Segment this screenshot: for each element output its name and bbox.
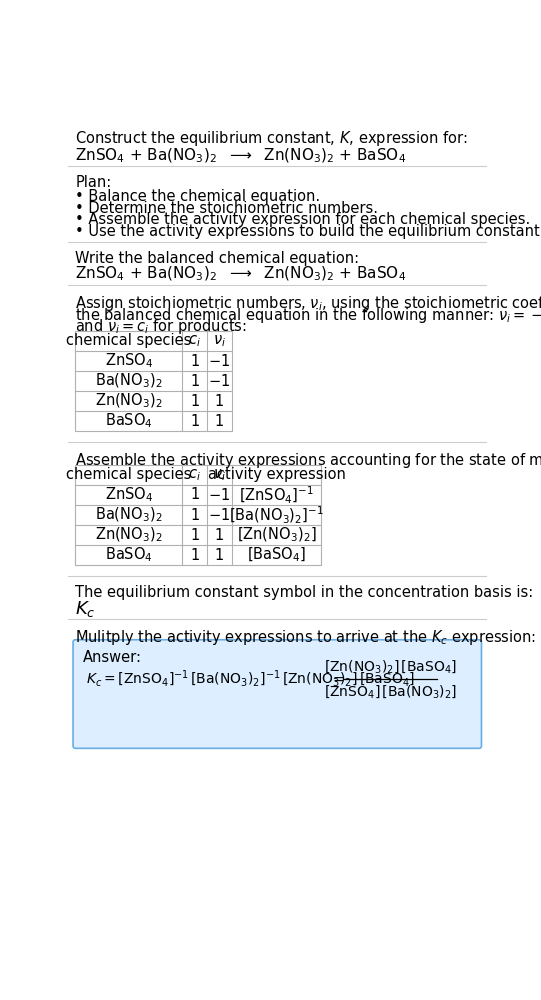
Text: 1: 1 [190,508,199,523]
Text: Construct the equilibrium constant, $K$, expression for:: Construct the equilibrium constant, $K$,… [75,129,468,148]
Text: chemical species: chemical species [66,333,192,348]
Text: Zn(NO$_3$)$_2$: Zn(NO$_3$)$_2$ [95,526,163,544]
Text: 1: 1 [215,548,224,563]
Text: 1: 1 [215,394,224,409]
Text: Answer:: Answer: [83,650,142,665]
Text: $[\mathrm{ZnSO_4}]\,[\mathrm{Ba(NO_3)_2}]$: $[\mathrm{ZnSO_4}]\,[\mathrm{Ba(NO_3)_2}… [324,683,457,700]
Text: Mulitply the activity expressions to arrive at the $K_c$ expression:: Mulitply the activity expressions to arr… [75,628,537,647]
Bar [75,331,232,431]
Text: 1: 1 [190,528,199,543]
Text: ZnSO$_4$ + Ba(NO$_3$)$_2$  $\longrightarrow$  Zn(NO$_3$)$_2$ + BaSO$_4$: ZnSO$_4$ + Ba(NO$_3$)$_2$ $\longrightarr… [75,265,407,283]
Text: [Ba(NO$_3$)$_2$]$^{-1}$: [Ba(NO$_3$)$_2$]$^{-1}$ [229,504,324,526]
Text: [ZnSO$_4$]$^{-1}$: [ZnSO$_4$]$^{-1}$ [239,484,314,506]
Text: Zn(NO$_3$)$_2$: Zn(NO$_3$)$_2$ [95,392,163,410]
Text: 1: 1 [215,414,224,429]
Text: $-1$: $-1$ [208,487,230,503]
Text: 1: 1 [190,374,199,389]
Text: activity expression: activity expression [208,467,345,482]
Text: The equilibrium constant symbol in the concentration basis is:: The equilibrium constant symbol in the c… [75,585,533,600]
Text: 1: 1 [190,394,199,409]
Text: Ba(NO$_3$)$_2$: Ba(NO$_3$)$_2$ [95,372,163,390]
Text: • Assemble the activity expression for each chemical species.: • Assemble the activity expression for e… [75,212,531,227]
Text: $-1$: $-1$ [208,353,230,369]
Text: chemical species: chemical species [66,467,192,482]
Text: Write the balanced chemical equation:: Write the balanced chemical equation: [75,251,360,266]
Text: BaSO$_4$: BaSO$_4$ [105,412,153,430]
Text: Assemble the activity expressions accounting for the state of matter and $\nu_i$: Assemble the activity expressions accoun… [75,451,541,470]
Text: • Use the activity expressions to build the equilibrium constant expression.: • Use the activity expressions to build … [75,224,541,239]
Text: 1: 1 [190,548,199,563]
Text: Ba(NO$_3$)$_2$: Ba(NO$_3$)$_2$ [95,506,163,524]
Text: [Zn(NO$_3$)$_2$]: [Zn(NO$_3$)$_2$] [236,526,316,544]
Text: $K_c = [\mathrm{ZnSO_4}]^{-1}\,[\mathrm{Ba(NO_3)_2}]^{-1}\,[\mathrm{Zn(NO_3)_2}]: $K_c = [\mathrm{ZnSO_4}]^{-1}\,[\mathrm{… [86,669,415,689]
Text: [BaSO$_4$]: [BaSO$_4$] [247,546,306,564]
Text: ZnSO$_4$: ZnSO$_4$ [105,352,153,370]
Text: $-1$: $-1$ [208,373,230,389]
Text: BaSO$_4$: BaSO$_4$ [105,546,153,564]
Text: ZnSO$_4$ + Ba(NO$_3$)$_2$  $\longrightarrow$  Zn(NO$_3$)$_2$ + BaSO$_4$: ZnSO$_4$ + Ba(NO$_3$)$_2$ $\longrightarr… [75,146,407,165]
Text: • Determine the stoichiometric numbers.: • Determine the stoichiometric numbers. [75,201,378,216]
Text: the balanced chemical equation in the following manner: $\nu_i = -c_i$ for react: the balanced chemical equation in the fo… [75,306,541,325]
Text: $-1$: $-1$ [208,507,230,523]
Text: 1: 1 [190,414,199,429]
Text: $[\mathrm{Zn(NO_3)_2}]\,[\mathrm{BaSO_4}]$: $[\mathrm{Zn(NO_3)_2}]\,[\mathrm{BaSO_4}… [324,658,457,675]
Text: $\nu_i$: $\nu_i$ [213,467,226,483]
Text: Plan:: Plan: [75,175,111,190]
Text: $\nu_i$: $\nu_i$ [213,333,226,349]
Text: $=$: $=$ [331,672,345,686]
Text: • Balance the chemical equation.: • Balance the chemical equation. [75,189,320,204]
Text: and $\nu_i = c_i$ for products:: and $\nu_i = c_i$ for products: [75,317,247,336]
Text: ZnSO$_4$: ZnSO$_4$ [105,486,153,504]
Bar [75,465,321,565]
Text: $c_i$: $c_i$ [188,467,201,483]
FancyBboxPatch shape [73,640,481,748]
Text: $K_c$: $K_c$ [75,599,96,619]
Text: 1: 1 [215,528,224,543]
Text: $c_i$: $c_i$ [188,333,201,349]
Text: 1: 1 [190,354,199,369]
Text: 1: 1 [190,487,199,502]
Text: Assign stoichiometric numbers, $\nu_i$, using the stoichiometric coefficients, $: Assign stoichiometric numbers, $\nu_i$, … [75,294,541,313]
